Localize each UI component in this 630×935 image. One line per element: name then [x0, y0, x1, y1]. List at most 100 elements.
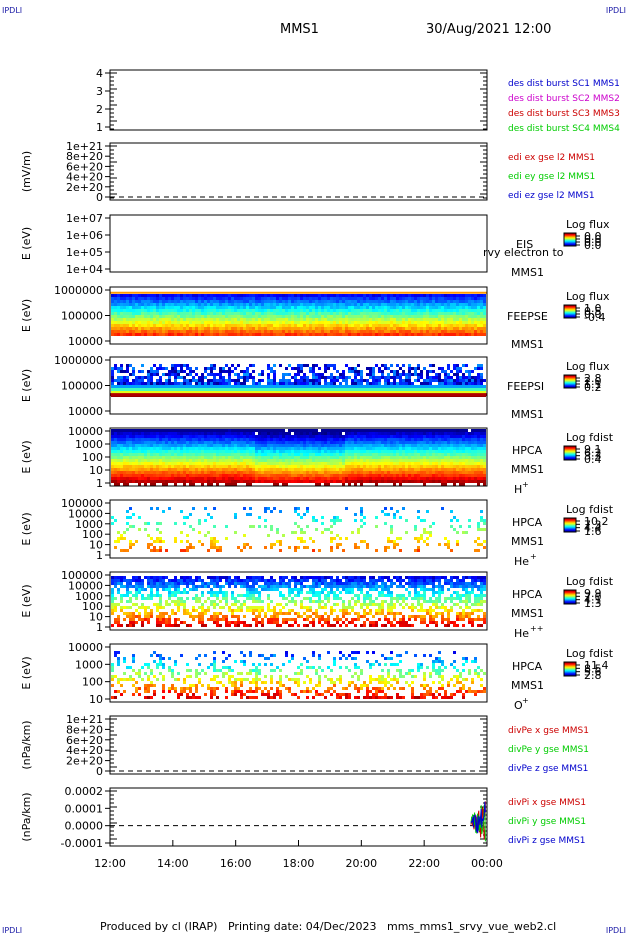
- spectrogram-cell: [345, 468, 348, 471]
- spectrogram-cell: [234, 367, 237, 370]
- spectrogram-cell: [366, 312, 369, 315]
- spectrogram-cell: [345, 450, 348, 453]
- spectrogram-cell: [312, 370, 315, 373]
- spectrogram-cell: [261, 312, 264, 315]
- spectrogram-cell: [174, 459, 177, 462]
- colorbar-tick-label: -0.4: [584, 311, 605, 324]
- spectrogram-cell: [330, 474, 333, 477]
- spectrogram-cell: [156, 333, 159, 336]
- spectrogram-cell: [360, 370, 363, 373]
- spectrogram-cell: [282, 480, 285, 483]
- spectrogram-cell: [330, 333, 333, 336]
- spectrogram-cell: [468, 379, 471, 382]
- spectrogram-cell: [192, 465, 195, 468]
- spectrogram-cell: [255, 388, 258, 391]
- spectrogram-cell: [291, 330, 294, 333]
- spectrogram-cell: [369, 376, 372, 379]
- spectrogram-cell: [369, 429, 372, 432]
- spectrogram-cell: [342, 333, 345, 336]
- spectrogram-cell: [135, 318, 138, 321]
- spectrogram-cell: [270, 315, 273, 318]
- spectrogram-cell: [441, 312, 444, 315]
- spectrogram-cell: [312, 309, 315, 312]
- spectrogram-cell: [339, 471, 342, 474]
- spectrogram-cell: [270, 429, 273, 432]
- spectrogram-cell: [393, 376, 396, 379]
- spectrogram-cell: [246, 379, 249, 382]
- spectrogram-cell: [225, 379, 228, 382]
- spectrogram-cell: [195, 303, 198, 306]
- spectrogram-cell: [153, 312, 156, 315]
- spectrogram-cell: [111, 459, 114, 462]
- spectrogram-cell: [333, 453, 336, 456]
- spectrogram-cell: [363, 480, 366, 483]
- spectrogram-cell: [336, 330, 339, 333]
- spectrogram-cell: [339, 459, 342, 462]
- spectrogram-cell: [438, 321, 441, 324]
- spectrogram-cell: [165, 474, 168, 477]
- spectrogram-cell: [222, 474, 225, 477]
- spectrogram-cell: [162, 432, 165, 435]
- spectrogram-cell: [402, 300, 405, 303]
- spectrogram-cell: [345, 327, 348, 330]
- spectrogram-cell: [243, 471, 246, 474]
- spectrogram-cell: [168, 333, 171, 336]
- spectrogram-cell: [408, 441, 411, 444]
- spectrogram-cell: [420, 385, 423, 388]
- spectrogram-cell: [225, 450, 228, 453]
- spectrogram-cell: [432, 306, 435, 309]
- spectrogram-cell: [408, 477, 411, 480]
- spectrogram-cell: [465, 324, 468, 327]
- spectrogram-cell: [282, 453, 285, 456]
- spectrogram-cell: [276, 324, 279, 327]
- spectrogram-cell: [171, 429, 174, 432]
- spectrogram-cell: [219, 459, 222, 462]
- spectrogram-cell: [120, 370, 123, 373]
- spectrogram-cell: [291, 321, 294, 324]
- spectrogram-cell: [135, 385, 138, 388]
- spectrogram-cell: [249, 468, 252, 471]
- spectrogram-cell: [129, 471, 132, 474]
- spectrogram-cell: [270, 453, 273, 456]
- spectrogram-cell: [264, 465, 267, 468]
- spectrogram-cell: [228, 471, 231, 474]
- spectrogram-cell: [312, 327, 315, 330]
- spectrogram-cell: [384, 306, 387, 309]
- spectrogram-cell: [291, 462, 294, 465]
- spectrogram-cell: [279, 441, 282, 444]
- spectrogram-cell: [303, 441, 306, 444]
- spectrogram-cell: [309, 333, 312, 336]
- spectrogram-cell: [411, 462, 414, 465]
- spectrogram-cell: [264, 453, 267, 456]
- spectrogram-cell: [393, 480, 396, 483]
- spectrogram-cell: [222, 367, 225, 370]
- spectrogram-cell: [114, 327, 117, 330]
- spectrogram-cell: [126, 330, 129, 333]
- spectrogram-cell: [219, 327, 222, 330]
- spectrogram-cell: [201, 471, 204, 474]
- spectrogram-cell: [273, 447, 276, 450]
- spectrogram-cell: [249, 459, 252, 462]
- spectrogram-cell: [360, 303, 363, 306]
- spectrogram-cell: [411, 441, 414, 444]
- spectrogram-cell: [420, 330, 423, 333]
- spectrogram-cell: [291, 438, 294, 441]
- spectrogram-cell: [420, 306, 423, 309]
- spectrogram-cell: [150, 367, 153, 370]
- spectrogram-cell: [336, 303, 339, 306]
- spectrogram-cell: [177, 373, 180, 376]
- spectrogram-cell: [165, 477, 168, 480]
- spectrogram-cell: [189, 385, 192, 388]
- spectrogram-cell: [171, 321, 174, 324]
- spectrogram-cell: [309, 312, 312, 315]
- spectrogram-cell: [318, 388, 321, 391]
- spectrogram-cell: [420, 382, 423, 385]
- spectrogram-cell: [180, 441, 183, 444]
- spectrogram-cell: [129, 300, 132, 303]
- spectrogram-cell: [312, 376, 315, 379]
- spectrogram-cell: [243, 465, 246, 468]
- spectrogram-cell: [423, 385, 426, 388]
- spectrogram-cell: [333, 327, 336, 330]
- spectrogram-cell: [216, 441, 219, 444]
- spectrogram-cell: [330, 453, 333, 456]
